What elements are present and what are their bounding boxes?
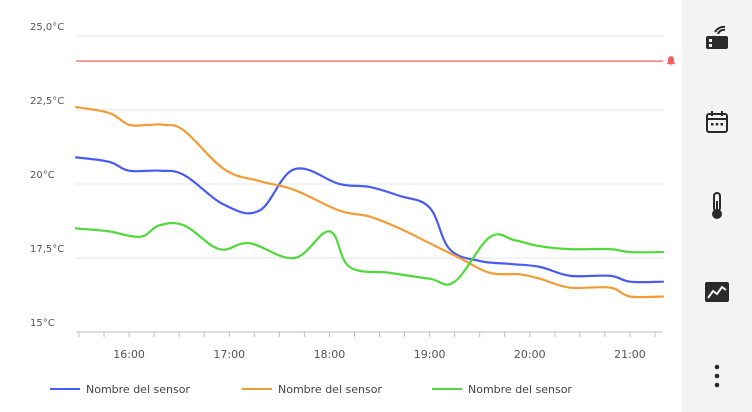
grid-layer (76, 35, 663, 333)
calendar-button[interactable] (682, 92, 752, 152)
series-line-3 (74, 221, 665, 286)
temperature-chart: 25,0°C 22,5°C 20°C 17,5°C 15°C 16:00 17:00 18:… (30, 22, 676, 361)
legend-label-series-2: Nombre del sensor (278, 382, 382, 396)
legend-item-series-1[interactable]: Nombre del sensor (50, 376, 190, 402)
legend-label-series-1: Nombre del sensor (86, 382, 190, 396)
thermometer-button[interactable] (682, 176, 752, 236)
sensor-signal-icon (706, 25, 728, 49)
x-tick-label: 17:00 (213, 348, 245, 361)
chart-area: 25,0°C 22,5°C 20°C 17,5°C 15°C 16:00 17:00 18:… (0, 22, 682, 402)
y-tick-label: 22,5°C (30, 96, 64, 107)
x-tick-label: 16:00 (113, 348, 145, 361)
legend-swatch-series-2 (242, 388, 272, 390)
y-tick-label: 20°C (30, 170, 55, 181)
series-line-1 (74, 156, 665, 284)
x-tick-label: 21:00 (614, 348, 646, 361)
legend-label-series-3: Nombre del sensor (468, 382, 572, 396)
threshold-layer (76, 56, 676, 66)
x-tick-label: 19:00 (414, 348, 446, 361)
legend-swatch-series-3 (432, 388, 462, 390)
y-tick-label: 17,5°C (30, 244, 64, 255)
more-options-button[interactable] (682, 346, 752, 406)
x-tick-label: 18:00 (314, 348, 346, 361)
more-vertical-icon (714, 364, 720, 388)
legend: Nombre del sensor Nombre del sensor Nomb… (0, 376, 682, 402)
series-line-2 (74, 105, 665, 299)
calendar-icon (706, 111, 728, 133)
trend-chart-icon (705, 282, 729, 302)
thermometer-icon (712, 192, 722, 219)
sidebar (682, 0, 752, 412)
trend-chart-button[interactable] (682, 262, 752, 322)
y-tick-label: 25,0°C (30, 22, 64, 33)
x-tick-label: 20:00 (514, 348, 546, 361)
y-tick-label: 15°C (30, 318, 55, 329)
legend-swatch-series-1 (50, 388, 80, 390)
series-layer (74, 105, 665, 299)
alarm-bell-icon (666, 56, 676, 66)
y-axis-ticks: 25,0°C 22,5°C 20°C 17,5°C 15°C (30, 22, 64, 329)
legend-item-series-2[interactable]: Nombre del sensor (242, 376, 382, 402)
legend-item-series-3[interactable]: Nombre del sensor (432, 376, 572, 402)
x-axis-ticks: 16:00 17:00 18:00 19:00 20:00 21:00 (78, 332, 656, 361)
sensor-button[interactable] (682, 8, 752, 68)
